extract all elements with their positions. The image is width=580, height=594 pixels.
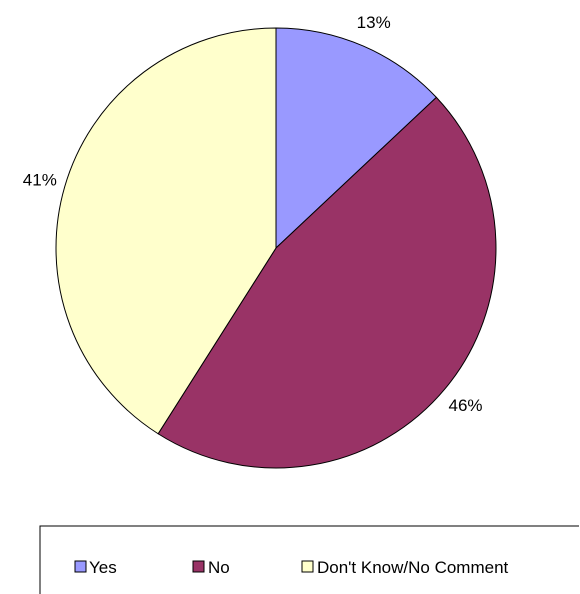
- legend: Yes No Don't Know/No Comment: [39, 525, 579, 594]
- pie-slice-yes: [275, 27, 438, 250]
- slice-label-no: 46%: [448, 396, 482, 415]
- legend-label-dont-know: Don't Know/No Comment: [317, 558, 509, 577]
- legend-label-no: No: [208, 558, 230, 577]
- legend-frame: [39, 525, 579, 594]
- slice-label-yes: 13%: [357, 13, 391, 32]
- pie-slice-dont-know: [55, 27, 277, 435]
- slice-label-dont-know: 41%: [23, 170, 57, 189]
- legend-swatch-dont-know: [301, 560, 314, 573]
- legend-swatch-no: [192, 560, 205, 573]
- slice-labels: 13% 46% 41%: [23, 13, 483, 415]
- legend-swatch-yes: [74, 560, 87, 573]
- pie-slice-no: [157, 96, 497, 469]
- legend-label-yes: Yes: [89, 558, 117, 577]
- pie-slices: [55, 27, 497, 469]
